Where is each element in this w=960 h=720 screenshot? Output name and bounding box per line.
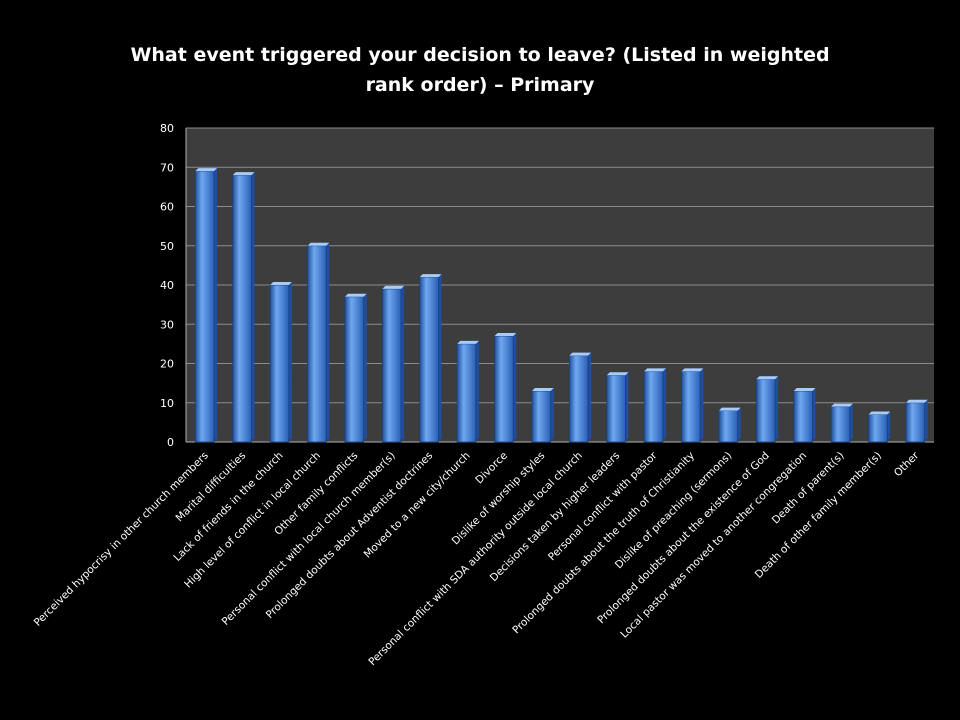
bar-top xyxy=(831,403,853,407)
bar xyxy=(531,387,554,443)
bar-face xyxy=(232,174,252,443)
y-tick-label: 60 xyxy=(160,201,174,214)
bar xyxy=(905,399,928,443)
bar-face xyxy=(718,410,739,443)
bar-face xyxy=(269,284,290,443)
bar-top xyxy=(569,352,592,356)
bar xyxy=(568,352,592,443)
bar xyxy=(381,285,405,443)
y-axis: 0 10 20 30 40 50 60 70 80 xyxy=(160,122,934,449)
x-tick-label: Marital difficulties xyxy=(174,450,249,525)
bar-top xyxy=(531,387,554,391)
x-tick-label: Death of parent(s) xyxy=(770,450,847,527)
bar-face xyxy=(681,370,701,443)
bar xyxy=(344,293,367,443)
bar xyxy=(606,372,629,443)
x-tick-label: Other xyxy=(892,449,922,479)
bar xyxy=(194,168,218,443)
bars xyxy=(194,168,928,443)
bar-face xyxy=(643,370,664,443)
bar-top xyxy=(606,372,629,376)
bar-face xyxy=(419,276,439,443)
bar-top xyxy=(419,274,442,278)
y-tick-label: 20 xyxy=(160,358,174,371)
bar xyxy=(755,376,779,443)
bar xyxy=(232,172,255,443)
bar-face xyxy=(194,170,215,443)
bar-top xyxy=(344,293,367,297)
bar-face xyxy=(456,343,477,443)
bar xyxy=(643,368,666,443)
y-tick-label: 40 xyxy=(160,279,174,292)
bar-top xyxy=(195,168,218,172)
bar-top xyxy=(905,399,928,403)
x-tick-label: Perceived hypocrisy in other church memb… xyxy=(32,450,211,629)
x-tick-label: High level of conflict in local church xyxy=(182,450,323,591)
bar-top xyxy=(718,407,741,411)
bar-face xyxy=(568,355,589,443)
bar xyxy=(868,411,891,443)
bar-face xyxy=(381,288,402,443)
y-tick-label: 50 xyxy=(160,240,174,253)
bar-top xyxy=(756,376,779,380)
bar xyxy=(830,403,853,443)
bar-face xyxy=(830,406,851,443)
x-tick-label: Divorce xyxy=(473,450,510,487)
y-tick-label: 70 xyxy=(160,161,174,174)
x-tick-label: Personal conflict with local church memb… xyxy=(220,450,398,628)
bar xyxy=(793,387,816,443)
bar-face xyxy=(307,245,327,443)
bar xyxy=(269,282,292,443)
bar-top xyxy=(457,340,479,344)
bar-top xyxy=(232,172,255,176)
y-tick-label: 30 xyxy=(160,318,174,331)
bar-top xyxy=(307,242,330,246)
x-axis-labels: Perceived hypocrisy in other church memb… xyxy=(32,449,922,668)
bar-top xyxy=(494,333,517,337)
bar-top xyxy=(382,285,405,289)
bar-face xyxy=(755,378,776,443)
bar-face xyxy=(606,374,626,443)
bar-top xyxy=(868,411,891,415)
bar-face xyxy=(531,390,552,443)
chart-title: What event triggered your decision to le… xyxy=(130,44,830,96)
bar-face xyxy=(494,335,514,443)
y-tick-label: 0 xyxy=(167,436,174,449)
bar xyxy=(456,340,479,443)
bar xyxy=(718,407,741,443)
bar-top xyxy=(681,368,704,372)
bar-top xyxy=(644,368,666,372)
x-tick-label: Prolonged doubts about the existence of … xyxy=(595,450,772,627)
bar xyxy=(494,333,517,443)
y-tick-label: 80 xyxy=(160,122,174,135)
bar-top xyxy=(270,282,292,285)
bar xyxy=(681,368,704,443)
bar-face xyxy=(868,414,888,443)
y-tick-label: 10 xyxy=(160,397,174,410)
bar-top xyxy=(793,387,816,391)
bar-face xyxy=(344,296,365,443)
bar xyxy=(307,242,330,443)
bar-face xyxy=(905,402,926,443)
bar xyxy=(419,274,442,443)
bar-face xyxy=(793,390,813,443)
